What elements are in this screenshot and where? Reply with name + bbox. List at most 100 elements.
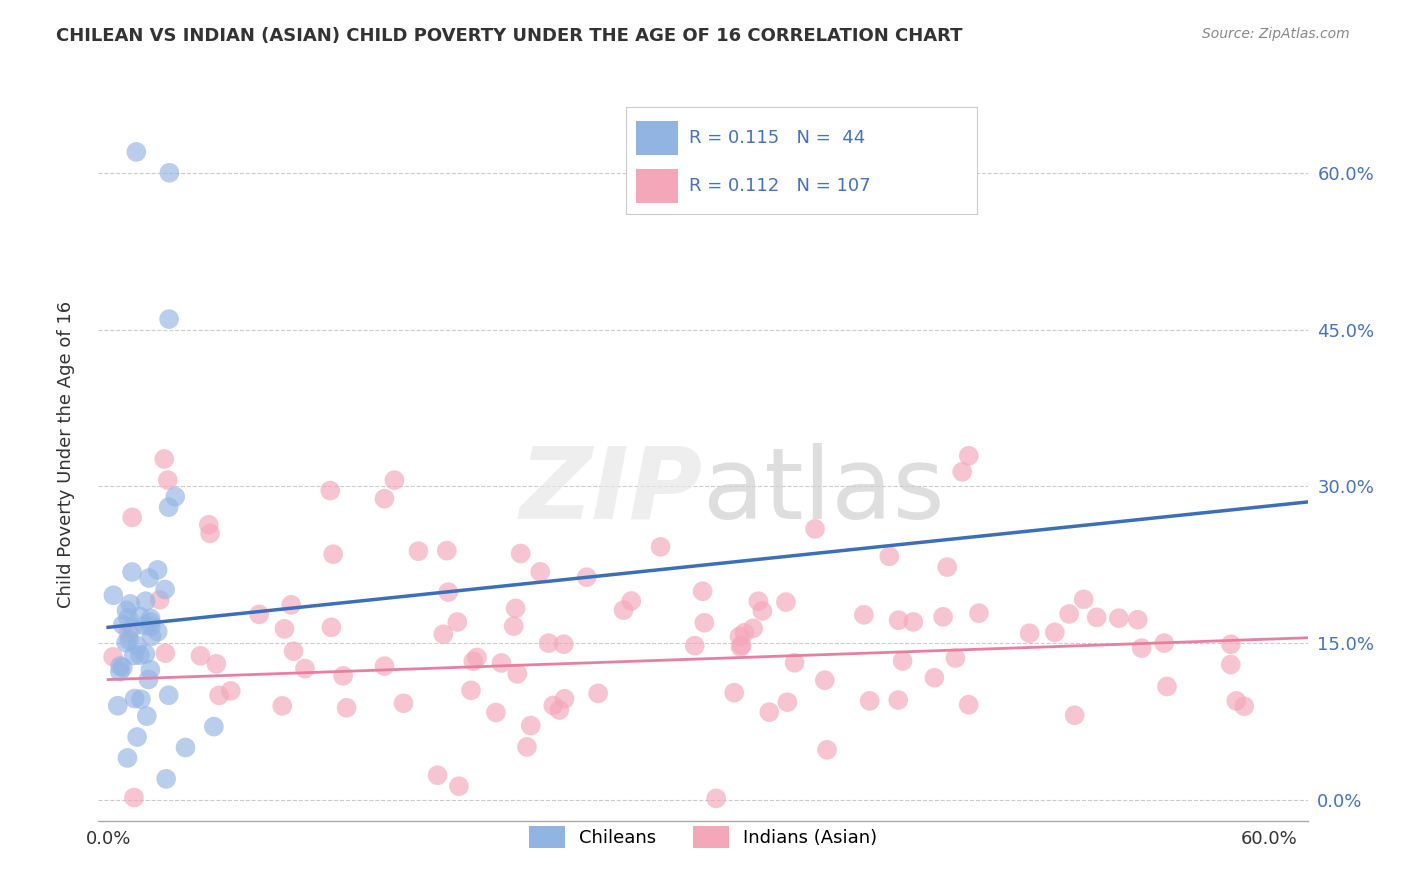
Chileans <box>146 624 169 639</box>
Indians (Asian) <box>1153 636 1175 650</box>
Indians (Asian) <box>149 592 172 607</box>
Indians (Asian) <box>650 540 672 554</box>
Indians (Asian) <box>957 449 980 463</box>
Chileans <box>135 709 157 723</box>
Indians (Asian) <box>485 706 508 720</box>
Indians (Asian) <box>1219 637 1241 651</box>
Indians (Asian) <box>730 640 752 654</box>
Chileans <box>108 665 131 679</box>
Indians (Asian) <box>321 620 343 634</box>
Indians (Asian) <box>1063 708 1085 723</box>
Indians (Asian) <box>1043 625 1066 640</box>
Indians (Asian) <box>205 657 228 671</box>
Indians (Asian) <box>728 629 751 643</box>
Indians (Asian) <box>1219 657 1241 672</box>
Chileans <box>139 663 162 677</box>
Indians (Asian) <box>723 686 745 700</box>
Chileans <box>115 603 138 617</box>
Indians (Asian) <box>373 659 395 673</box>
Indians (Asian) <box>190 648 212 663</box>
Indians (Asian) <box>967 606 990 620</box>
Bar <box>636 121 678 155</box>
Indians (Asian) <box>280 598 302 612</box>
Indians (Asian) <box>704 791 727 805</box>
Indians (Asian) <box>548 703 571 717</box>
Indians (Asian) <box>271 698 294 713</box>
Indians (Asian) <box>815 743 838 757</box>
Indians (Asian) <box>814 673 837 688</box>
Indians (Asian) <box>683 639 706 653</box>
Legend: Chileans, Indians (Asian): Chileans, Indians (Asian) <box>522 819 884 855</box>
Indians (Asian) <box>936 560 959 574</box>
Text: R = 0.115   N =  44: R = 0.115 N = 44 <box>689 129 865 147</box>
Indians (Asian) <box>121 510 143 524</box>
Chileans <box>135 594 157 608</box>
Indians (Asian) <box>950 465 973 479</box>
Indians (Asian) <box>516 739 538 754</box>
Indians (Asian) <box>198 526 221 541</box>
Indians (Asian) <box>273 622 295 636</box>
Indians (Asian) <box>505 601 527 615</box>
Indians (Asian) <box>1233 699 1256 714</box>
Chileans <box>146 563 169 577</box>
Indians (Asian) <box>1085 610 1108 624</box>
Indians (Asian) <box>384 473 406 487</box>
Indians (Asian) <box>219 684 242 698</box>
Chileans <box>139 619 162 633</box>
Chileans <box>110 659 132 673</box>
Chileans <box>138 673 160 687</box>
Indians (Asian) <box>117 625 139 640</box>
Indians (Asian) <box>506 666 529 681</box>
Chileans <box>139 615 162 629</box>
Chileans <box>157 312 180 326</box>
Indians (Asian) <box>1156 680 1178 694</box>
Indians (Asian) <box>747 594 769 608</box>
Indians (Asian) <box>932 609 955 624</box>
Indians (Asian) <box>529 565 551 579</box>
Indians (Asian) <box>877 549 900 564</box>
Indians (Asian) <box>247 607 270 622</box>
Indians (Asian) <box>945 651 967 665</box>
Indians (Asian) <box>891 654 914 668</box>
Chileans <box>139 611 162 625</box>
Chileans <box>124 691 146 706</box>
Indians (Asian) <box>1225 694 1247 708</box>
Indians (Asian) <box>336 700 359 714</box>
Indians (Asian) <box>392 696 415 710</box>
Indians (Asian) <box>322 547 344 561</box>
Indians (Asian) <box>957 698 980 712</box>
Indians (Asian) <box>554 691 576 706</box>
Indians (Asian) <box>731 638 754 652</box>
Indians (Asian) <box>197 517 219 532</box>
Indians (Asian) <box>620 594 643 608</box>
Chileans <box>117 611 139 625</box>
Chileans <box>118 633 141 648</box>
Indians (Asian) <box>408 544 430 558</box>
Indians (Asian) <box>155 646 177 660</box>
Chileans <box>121 621 143 635</box>
Indians (Asian) <box>101 649 124 664</box>
Indians (Asian) <box>153 452 176 467</box>
Indians (Asian) <box>502 619 524 633</box>
Chileans <box>103 588 125 602</box>
Chileans <box>155 772 177 786</box>
Chileans <box>122 648 145 663</box>
Chileans <box>157 688 180 702</box>
Indians (Asian) <box>156 473 179 487</box>
Text: atlas: atlas <box>703 443 945 540</box>
Chileans <box>174 740 197 755</box>
Chileans <box>134 647 156 661</box>
Chileans <box>115 636 138 650</box>
Indians (Asian) <box>460 683 482 698</box>
Chileans <box>141 629 163 643</box>
Chileans <box>134 618 156 632</box>
Bar <box>636 169 678 203</box>
Indians (Asian) <box>553 637 575 651</box>
Indians (Asian) <box>903 615 925 629</box>
Chileans <box>111 660 134 674</box>
Indians (Asian) <box>509 546 531 560</box>
Indians (Asian) <box>734 625 756 640</box>
Indians (Asian) <box>1130 641 1153 656</box>
Indians (Asian) <box>575 570 598 584</box>
Indians (Asian) <box>586 686 609 700</box>
